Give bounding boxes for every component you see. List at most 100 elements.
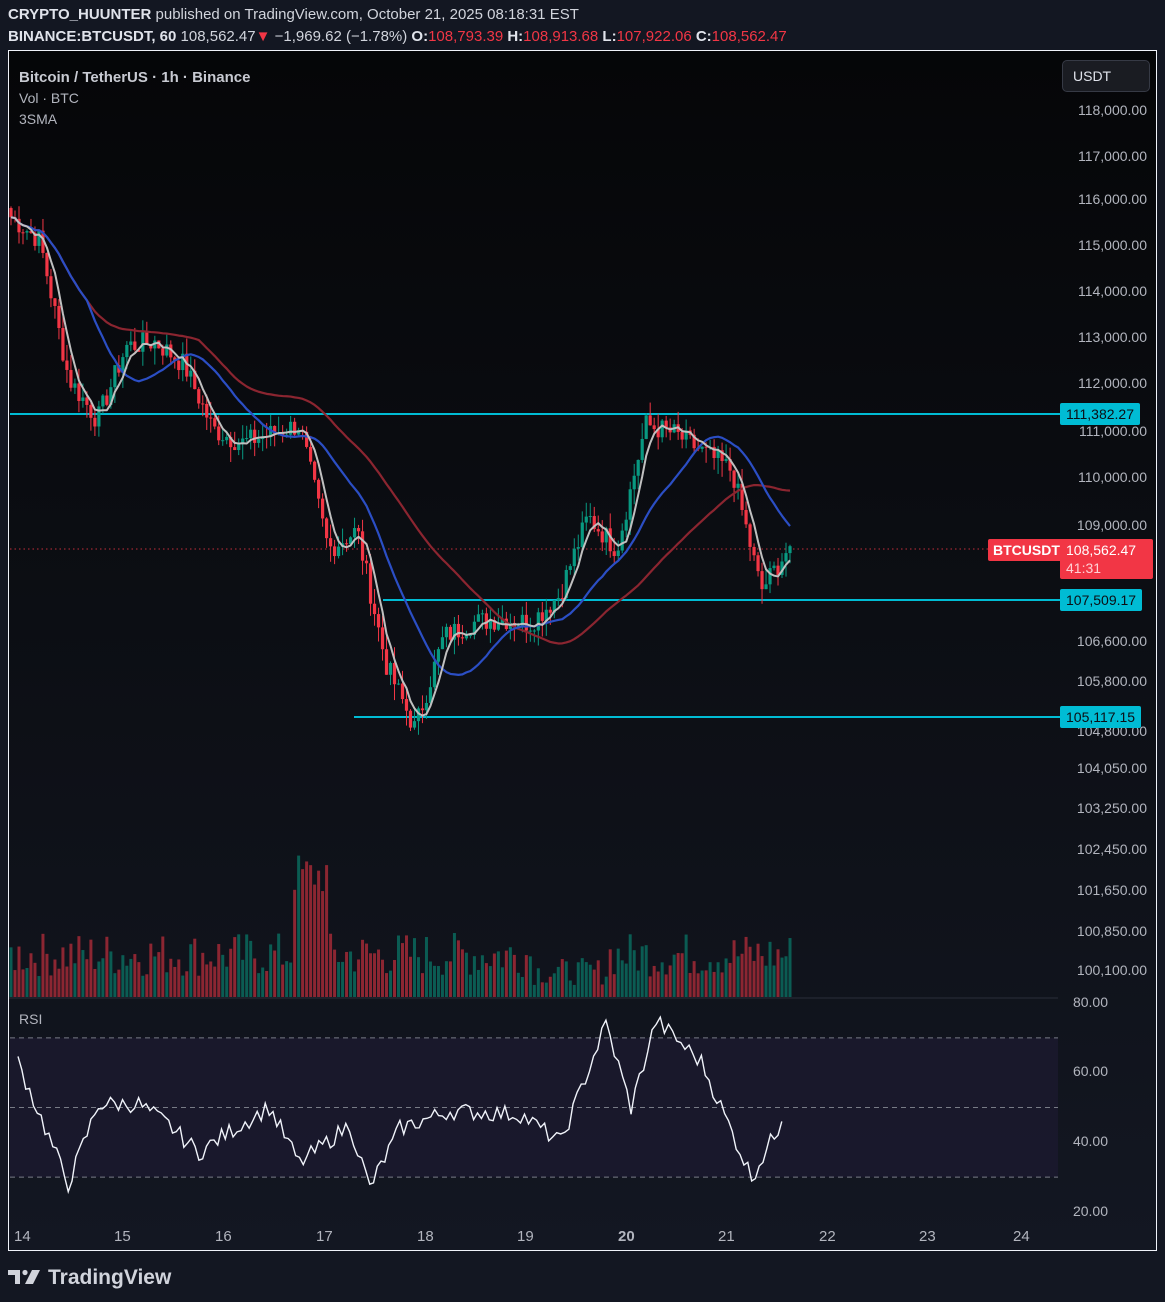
candle-body bbox=[784, 553, 788, 562]
volume-bar bbox=[333, 949, 337, 997]
candle-body bbox=[181, 353, 185, 371]
volume-bar bbox=[145, 974, 149, 997]
volume-bar bbox=[588, 964, 592, 997]
volume-bar bbox=[576, 962, 580, 997]
candle-body bbox=[584, 516, 588, 523]
candle-body bbox=[33, 232, 37, 246]
volume-bar bbox=[89, 939, 93, 997]
candle-body bbox=[217, 426, 221, 441]
candle-body bbox=[756, 555, 760, 572]
volume-bar bbox=[704, 970, 708, 997]
candle-body bbox=[596, 529, 600, 532]
candle-body bbox=[129, 341, 133, 345]
tradingview-logo[interactable]: TradingView bbox=[8, 1266, 171, 1290]
candle-body bbox=[105, 395, 109, 405]
rsi-legend[interactable]: RSI bbox=[19, 1011, 43, 1027]
volume-bar bbox=[141, 975, 145, 997]
candle-body bbox=[37, 230, 41, 246]
volume-bar bbox=[357, 959, 361, 997]
volume-bar bbox=[49, 975, 53, 997]
volume-bar bbox=[97, 961, 101, 997]
legend-title[interactable]: Bitcoin / TetherUS · 1h · Binance bbox=[19, 69, 251, 86]
volume-bar bbox=[648, 976, 652, 997]
candle-body bbox=[189, 370, 193, 377]
candle-body bbox=[109, 387, 113, 405]
volume-bar bbox=[424, 937, 428, 997]
level-price-tag[interactable]: 111,382.27 bbox=[1060, 403, 1140, 425]
volume-bar bbox=[744, 936, 748, 997]
candle-body bbox=[305, 431, 309, 447]
volume-bar bbox=[608, 949, 612, 997]
candle-body bbox=[500, 618, 504, 624]
sma-fast-line bbox=[10, 216, 791, 717]
volume-bar bbox=[456, 940, 460, 997]
candle-body bbox=[169, 344, 173, 358]
legend-sma[interactable]: 3SMA bbox=[19, 111, 58, 127]
candle-body bbox=[89, 404, 93, 418]
volume-bar bbox=[420, 973, 424, 997]
volume-bar bbox=[377, 949, 381, 997]
volume-bar bbox=[672, 954, 676, 997]
candle-body bbox=[604, 528, 608, 543]
volume-bar bbox=[69, 943, 73, 997]
volume-bar bbox=[636, 970, 640, 997]
candle-body bbox=[229, 436, 233, 448]
candle-body bbox=[412, 721, 417, 728]
volume-bar bbox=[149, 943, 153, 997]
candle-body bbox=[41, 230, 45, 253]
candle-body bbox=[640, 438, 644, 460]
volume-bar bbox=[408, 956, 412, 997]
date-tick-label: 18 bbox=[417, 1228, 434, 1245]
price-tick-label: 110,000.00 bbox=[1077, 469, 1147, 485]
candle-body bbox=[592, 516, 596, 530]
price-tick-label: 116,000.00 bbox=[1077, 191, 1147, 207]
rsi-tick-label: 20.00 bbox=[1072, 1203, 1108, 1219]
level-price-tag[interactable]: 105,117.15 bbox=[1060, 706, 1142, 728]
volume-bar bbox=[452, 933, 456, 997]
volume-bar bbox=[764, 965, 768, 997]
symbol-quote: BINANCE:BTCUSDT, 60 108,562.47▼ −1,969.6… bbox=[8, 28, 787, 45]
candle-body bbox=[293, 421, 297, 435]
candle-body bbox=[360, 531, 365, 561]
volume-bar bbox=[520, 976, 524, 997]
candle-body bbox=[508, 622, 512, 630]
level-price-tag[interactable]: 107,509.17 bbox=[1060, 589, 1143, 611]
candle-body bbox=[652, 425, 656, 430]
volume-bar bbox=[213, 966, 217, 997]
currency-unit-button[interactable]: USDT bbox=[1062, 60, 1150, 92]
candle-body bbox=[85, 397, 89, 405]
candle-body bbox=[29, 231, 33, 233]
author-name[interactable]: CRYPTO_HUUNTER bbox=[8, 6, 152, 23]
volume-bar bbox=[752, 960, 756, 997]
price-tick-label: 102,450.00 bbox=[1076, 841, 1147, 857]
candle-body bbox=[376, 614, 381, 628]
candle-body bbox=[648, 415, 652, 426]
candle-body bbox=[81, 397, 85, 402]
volume-bar bbox=[628, 934, 632, 997]
volume-bar bbox=[253, 958, 257, 997]
candle-body bbox=[125, 344, 129, 358]
open-value: 108,793.39 bbox=[428, 28, 504, 45]
candle-body bbox=[209, 417, 213, 419]
volume-bar bbox=[512, 954, 516, 997]
candle-body bbox=[608, 528, 612, 552]
volume-bar bbox=[77, 936, 81, 997]
volume-bar bbox=[21, 969, 25, 997]
candle-body bbox=[324, 518, 329, 539]
legend-volume[interactable]: Vol · BTC bbox=[19, 90, 79, 106]
volume-bar bbox=[444, 961, 448, 997]
candle-body bbox=[724, 459, 728, 462]
candle-body bbox=[404, 699, 409, 711]
candle-body bbox=[17, 218, 21, 233]
volume-bar bbox=[113, 973, 117, 997]
candle-body bbox=[644, 415, 648, 439]
volume-bar bbox=[400, 943, 404, 997]
volume-bar bbox=[373, 953, 377, 997]
volume-bar bbox=[472, 956, 476, 997]
candle-body bbox=[201, 403, 205, 405]
volume-bar bbox=[432, 965, 436, 997]
volume-bar bbox=[297, 855, 301, 997]
current-price-value: 108,562.47 bbox=[1066, 542, 1137, 558]
price-tick-label: 112,000.00 bbox=[1077, 375, 1147, 391]
